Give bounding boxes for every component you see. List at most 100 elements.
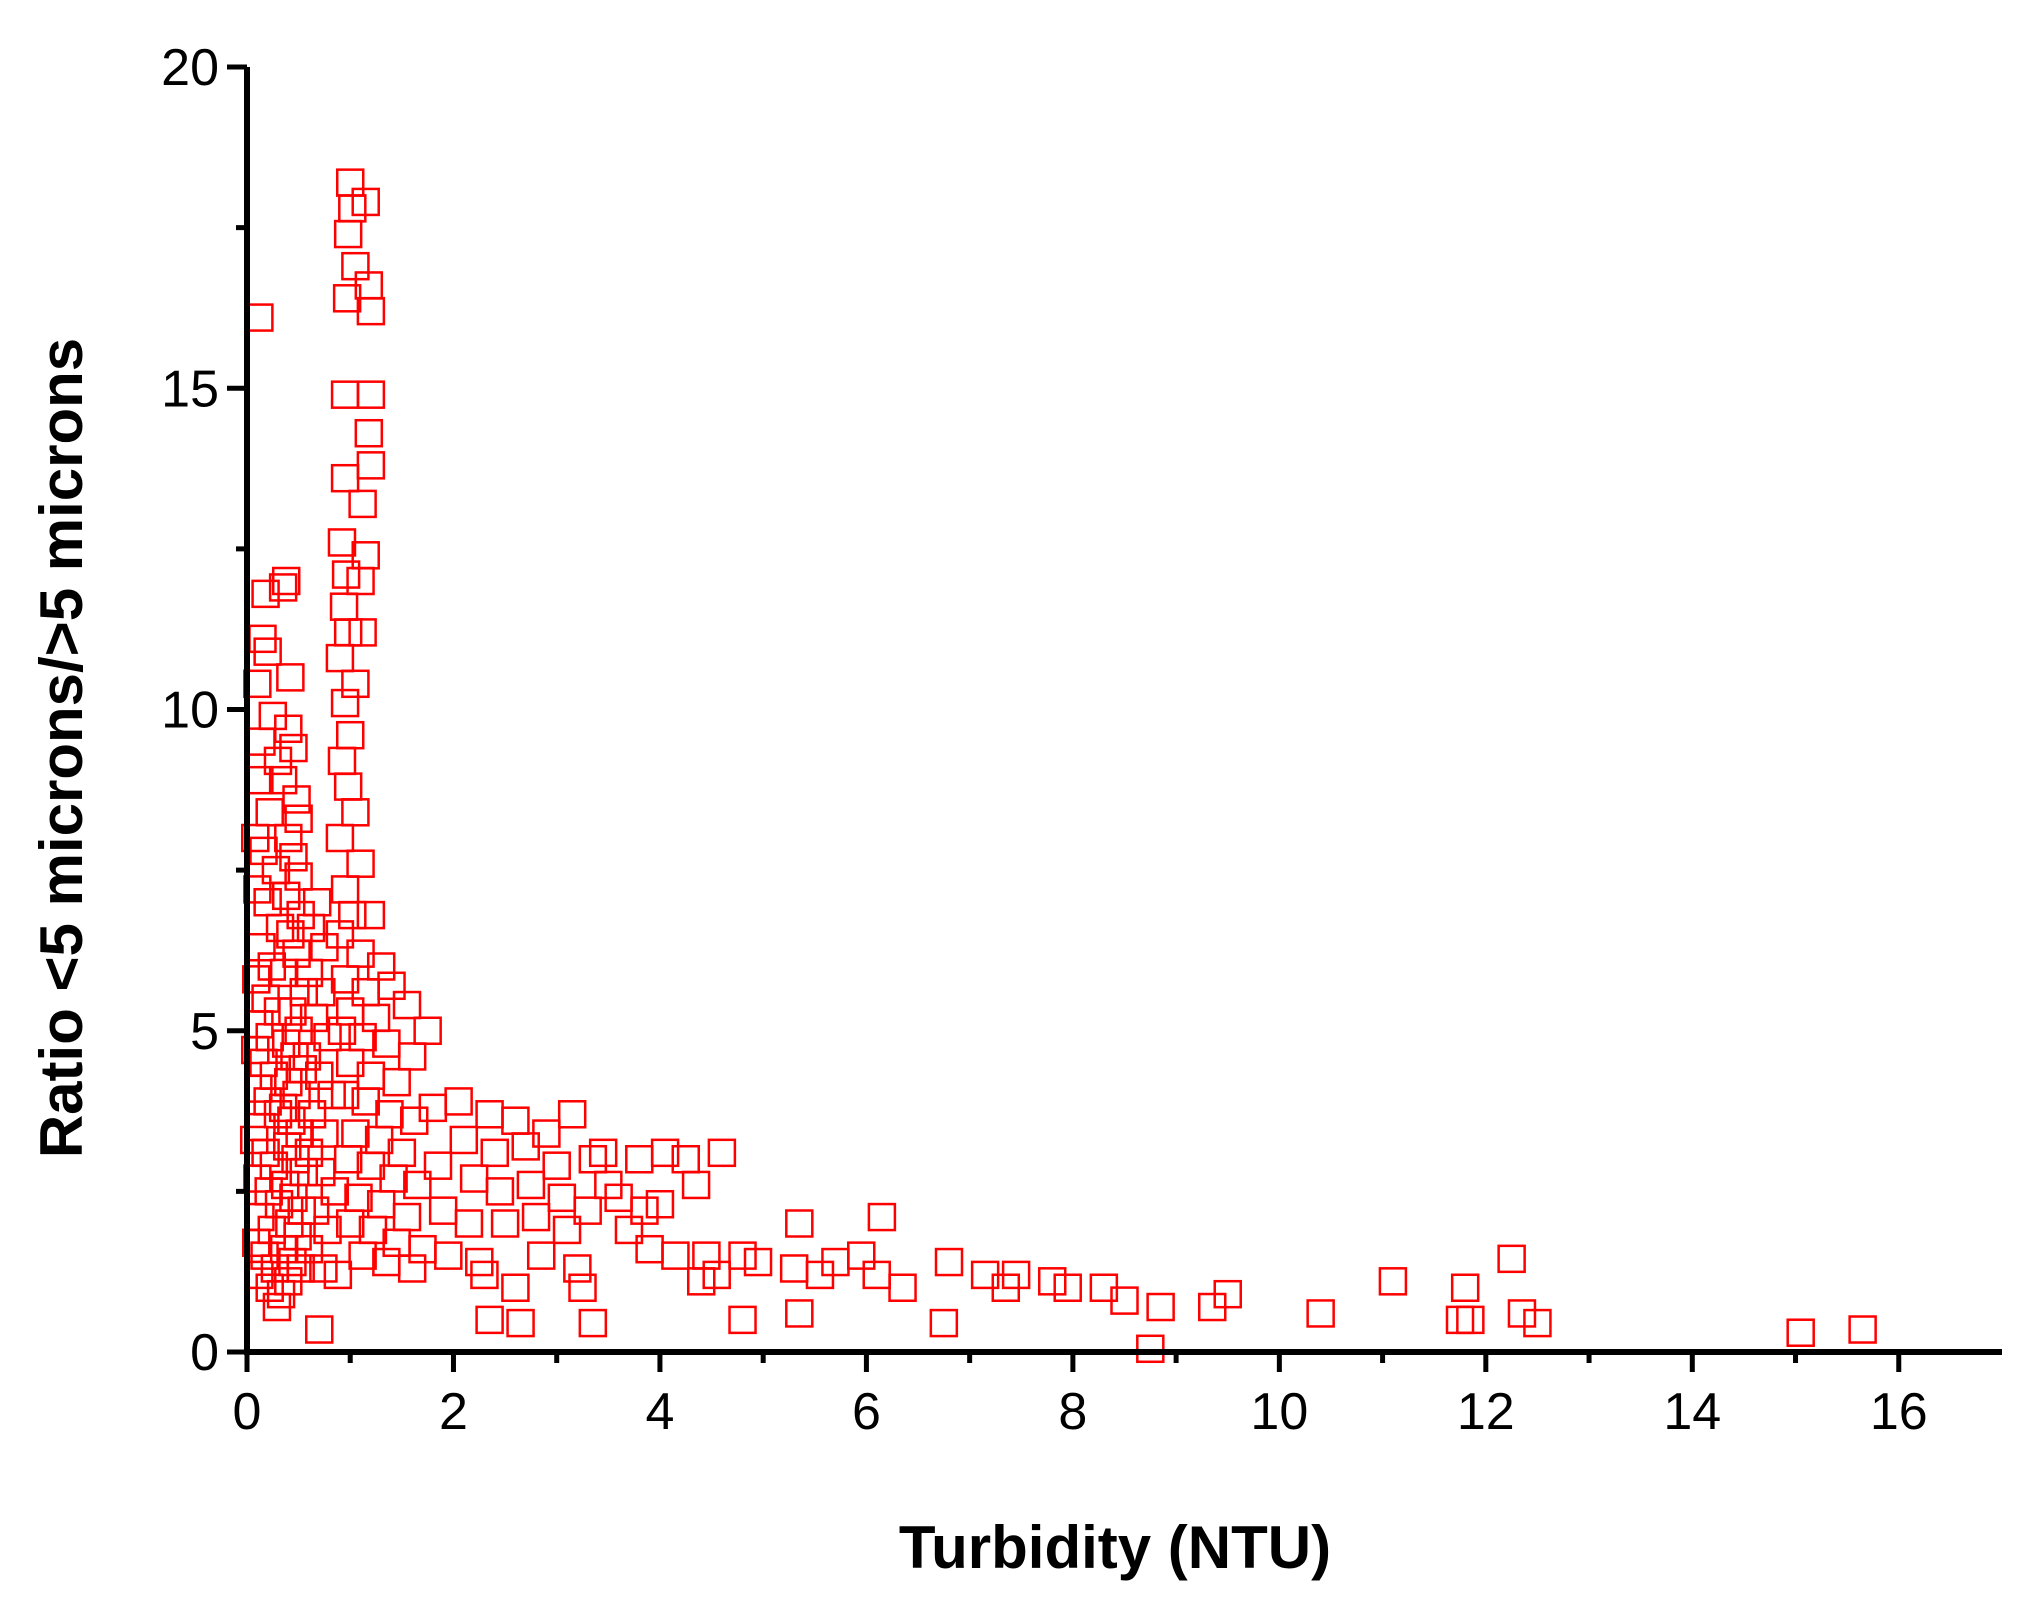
data-point [274,714,303,744]
data-point [305,1315,334,1344]
data-point [354,418,384,448]
x-tick-label: 8 [1058,1383,1087,1441]
data-point [728,1305,757,1335]
data-point [692,1241,721,1270]
x-tick-label: 4 [645,1383,674,1441]
data-point [671,1145,700,1174]
data-point [313,1022,342,1052]
data-point [645,1189,675,1219]
data-point [888,1273,917,1302]
data-point [335,1209,365,1238]
data-point [392,990,422,1020]
data-point [356,451,386,480]
data-point [428,1196,458,1225]
y-tick-label: 10 [161,682,219,740]
data-point [341,798,370,827]
data-point [1213,1279,1242,1309]
data-point [470,1260,499,1290]
data-point [327,1016,357,1045]
data-point [1450,1273,1480,1302]
data-point [532,1119,561,1148]
data-point [1110,1286,1139,1315]
data-point [341,669,370,699]
labels-layer: 0 2 4 6 8 10 12 14 16 0 5 10 15 20 [161,39,1928,1441]
data-point [625,1145,654,1174]
data-point [1001,1260,1031,1290]
data-point [375,1100,404,1129]
x-tick-label: 14 [1663,1383,1721,1441]
data-point [728,1241,757,1270]
data-point [335,997,365,1026]
data-point [1378,1267,1408,1296]
data-point [282,785,311,814]
data-point [325,823,355,853]
data-point [327,528,357,557]
data-point [578,1145,608,1174]
data-point [1053,1273,1082,1302]
data-point [552,1215,582,1245]
data-point [1146,1292,1175,1322]
data-point [573,1196,602,1225]
data-point [330,1080,360,1110]
y-tick-label: 20 [161,39,219,97]
data-point [276,663,305,692]
data-point [568,1273,597,1302]
data-point [289,977,319,1007]
data-point [348,489,377,519]
x-tick-label: 10 [1250,1383,1308,1441]
data-point [785,1209,814,1238]
y-tick-label: 15 [161,360,219,418]
data-point [743,1247,773,1277]
data-point [279,733,308,763]
data-point [1497,1244,1526,1274]
data-point [320,1177,349,1206]
data-point [490,1209,520,1238]
data-point [331,560,361,589]
data-point [323,1260,353,1290]
x-tick-label: 0 [233,1383,262,1441]
y-tick-label: 5 [190,1003,219,1061]
data-point [294,1234,324,1264]
data-point [1445,1305,1475,1335]
data-point [341,1119,370,1148]
data-point [255,1273,284,1302]
data-point [247,727,276,756]
data-point [366,952,396,981]
data-point [847,1241,876,1270]
data-point [614,1215,644,1245]
data-point [501,1106,530,1135]
data-point [547,1183,577,1213]
data-point [325,920,355,949]
data-point [542,1151,571,1180]
data-point [1523,1308,1552,1338]
data-point [348,618,377,647]
data-point [271,881,301,911]
data-point [929,1308,959,1338]
data-point [1786,1318,1815,1347]
data-point [356,900,386,930]
data-point [454,1209,484,1238]
x-tick-label: 2 [439,1383,468,1441]
data-point [588,1138,618,1168]
data-point [862,1260,891,1290]
data-point [268,573,298,602]
data-point [578,1308,608,1338]
data-point [392,1202,422,1232]
data-point [329,592,359,621]
data-point [1136,1334,1165,1364]
data-point [333,219,363,249]
x-tick-label: 6 [852,1383,881,1441]
data-point [346,566,375,596]
data-point [526,1241,556,1270]
data-point [278,997,307,1026]
data-point [630,1196,659,1225]
data-point [351,1087,380,1116]
data-point [356,296,386,326]
data-point [346,849,375,878]
data-point [313,1215,342,1245]
data-point [245,303,274,332]
data-point [348,1241,377,1270]
data-point [1848,1315,1877,1344]
